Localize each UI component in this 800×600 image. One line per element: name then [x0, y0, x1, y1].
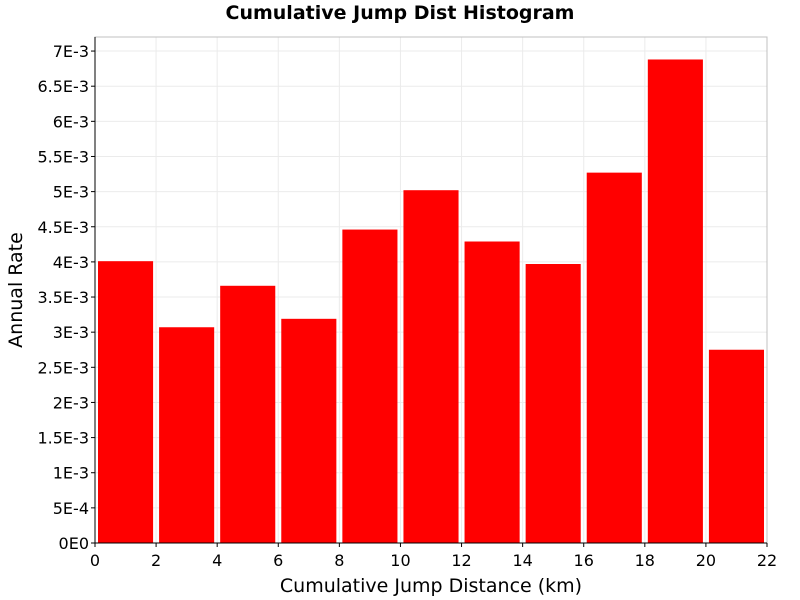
histogram-bar	[159, 327, 215, 543]
histogram-bar	[464, 241, 520, 543]
histogram-bar	[525, 263, 581, 543]
y-tick-label: 1.5E-3	[37, 429, 89, 448]
x-tick-label: 0	[90, 551, 100, 570]
histogram-bar	[708, 349, 764, 543]
x-tick-label: 18	[635, 551, 655, 570]
y-tick-label: 1E-3	[53, 464, 89, 483]
x-tick-label: 6	[273, 551, 283, 570]
y-tick-label: 5E-3	[53, 183, 89, 202]
x-tick-label: 8	[334, 551, 344, 570]
histogram-bar	[281, 318, 337, 543]
histogram-bar	[342, 229, 398, 544]
x-tick-label: 2	[151, 551, 161, 570]
histogram-bar	[586, 172, 642, 543]
x-tick-label: 12	[451, 551, 471, 570]
x-tick-label: 16	[574, 551, 594, 570]
histogram-bar	[647, 59, 703, 543]
y-tick-label: 2.5E-3	[37, 358, 89, 377]
y-tick-label: 6.5E-3	[37, 77, 89, 96]
x-tick-label: 4	[212, 551, 222, 570]
y-tick-label: 5.5E-3	[37, 147, 89, 166]
y-tick-label: 3E-3	[53, 323, 89, 342]
histogram-bar	[98, 261, 154, 543]
y-tick-label: 5E-4	[53, 499, 89, 518]
y-axis-title: Annual Rate	[5, 232, 27, 348]
histogram-bar	[403, 190, 459, 543]
y-tick-label: 4.5E-3	[37, 218, 89, 237]
x-tick-label: 10	[390, 551, 410, 570]
y-tick-label: 2E-3	[53, 393, 89, 412]
chart-title: Cumulative Jump Dist Histogram	[225, 2, 575, 24]
histogram-bar	[220, 285, 276, 543]
y-tick-label: 7E-3	[53, 42, 89, 61]
x-axis-title: Cumulative Jump Distance (km)	[280, 575, 582, 597]
y-tick-label: 3.5E-3	[37, 288, 89, 307]
x-tick-label: 14	[512, 551, 532, 570]
x-tick-label: 20	[696, 551, 716, 570]
y-tick-label: 0E0	[59, 534, 89, 553]
y-tick-label: 6E-3	[53, 112, 89, 131]
x-tick-label: 22	[757, 551, 777, 570]
y-tick-label: 4E-3	[53, 253, 89, 272]
